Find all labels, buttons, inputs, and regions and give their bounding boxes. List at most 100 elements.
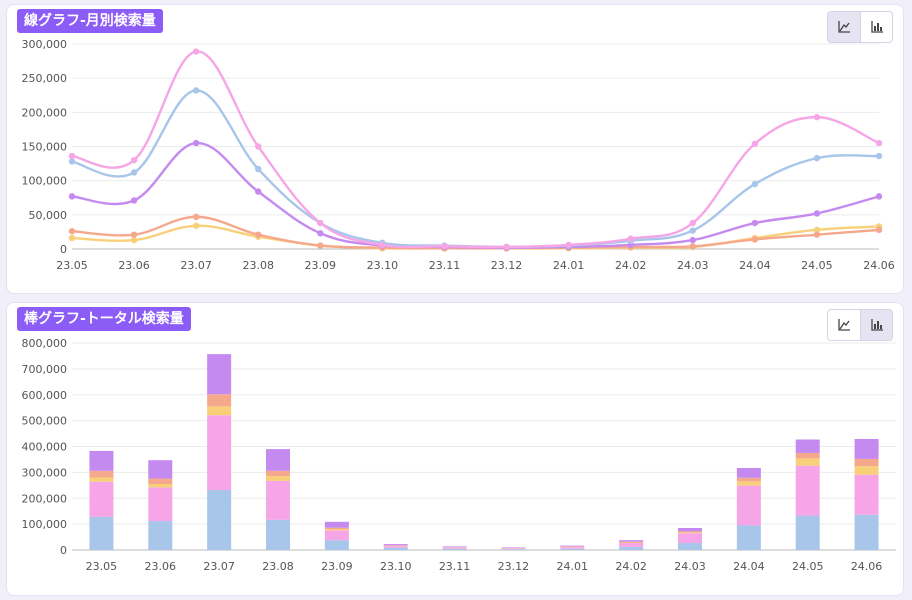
bar-segment[interactable] [795,458,820,466]
bar-segment[interactable] [324,540,349,550]
bar-segment[interactable] [89,516,114,550]
bar-segment[interactable] [324,529,349,531]
data-point[interactable] [317,242,324,249]
data-point[interactable] [751,180,759,188]
data-point[interactable] [503,243,510,251]
bar-segment[interactable] [560,545,585,547]
data-point[interactable] [813,226,821,234]
bar-segment[interactable] [854,438,879,459]
bar-segment[interactable] [207,394,232,407]
data-point[interactable] [689,219,696,227]
bar-segment[interactable] [148,460,173,479]
bar-segment[interactable] [736,481,761,486]
bar-segment[interactable] [795,465,820,516]
bar-segment[interactable] [619,541,644,543]
bar-segment[interactable] [89,477,114,482]
data-point[interactable] [130,156,138,164]
bar-segment[interactable] [266,480,290,520]
bar-segment[interactable] [560,548,585,550]
bar-segment[interactable] [383,546,408,548]
data-point[interactable] [192,213,200,221]
bar-segment[interactable] [266,449,290,471]
data-point[interactable] [130,169,138,176]
line-toggle-button[interactable] [828,310,860,340]
bar-segment[interactable] [736,525,761,550]
bar-segment[interactable] [560,546,585,547]
bar-segment[interactable] [442,547,467,549]
data-point[interactable] [255,231,262,238]
bar-segment[interactable] [89,450,114,471]
bar-segment[interactable] [207,354,232,395]
data-point[interactable] [751,219,759,227]
data-point[interactable] [192,87,200,94]
data-point[interactable] [565,241,572,249]
bar-segment[interactable] [266,519,290,550]
data-point[interactable] [875,226,883,234]
bar-segment[interactable] [854,458,879,467]
data-point[interactable] [317,230,324,237]
bar-segment[interactable] [148,487,173,522]
bar-toggle-button[interactable] [860,12,892,42]
data-point[interactable] [751,140,759,147]
bar-segment[interactable] [619,542,644,544]
bar-segment[interactable] [501,549,526,550]
data-point[interactable] [813,210,821,217]
bar-segment[interactable] [89,481,114,517]
bar-segment[interactable] [207,406,232,416]
bar-segment[interactable] [324,527,349,530]
data-point[interactable] [627,235,634,242]
line-toggle-button[interactable] [828,12,860,42]
data-point[interactable] [130,236,138,244]
bar-segment[interactable] [678,543,702,550]
bar-segment[interactable] [736,467,761,478]
bar-segment[interactable] [266,470,290,477]
bar-segment[interactable] [383,547,408,550]
data-point[interactable] [689,243,696,250]
bar-segment[interactable] [854,514,879,550]
bar-segment[interactable] [619,543,644,547]
bar-segment[interactable] [501,548,526,550]
bar-segment[interactable] [383,545,408,546]
bar-segment[interactable] [736,477,761,482]
data-point[interactable] [875,152,883,160]
bar-segment[interactable] [678,531,702,533]
bar-segment[interactable] [89,470,114,478]
data-point[interactable] [689,227,696,234]
data-point[interactable] [130,197,138,204]
bar-segment[interactable] [266,476,290,481]
data-point[interactable] [68,158,76,165]
data-point[interactable] [317,219,324,227]
bar-segment[interactable] [736,485,761,526]
data-point[interactable] [68,152,76,160]
bar-segment[interactable] [678,532,702,534]
data-point[interactable] [255,143,262,150]
bar-segment[interactable] [148,478,173,485]
bar-segment[interactable] [324,521,349,528]
bar-toggle-button[interactable] [860,310,892,340]
data-point[interactable] [875,139,883,147]
bar-segment[interactable] [854,474,879,515]
data-point[interactable] [441,243,448,250]
data-point[interactable] [813,231,821,238]
bar-segment[interactable] [207,415,232,490]
data-point[interactable] [379,241,386,249]
data-point[interactable] [68,228,76,235]
data-point[interactable] [68,193,76,200]
bar-segment[interactable] [207,489,232,550]
bar-segment[interactable] [795,515,820,550]
data-point[interactable] [68,234,76,242]
data-point[interactable] [255,165,262,173]
bar-segment[interactable] [619,540,644,542]
bar-segment[interactable] [854,466,879,475]
data-point[interactable] [689,236,696,244]
bar-segment[interactable] [501,547,526,548]
bar-segment[interactable] [442,548,467,550]
bar-segment[interactable] [148,484,173,488]
data-point[interactable] [875,193,883,200]
data-point[interactable] [130,231,138,238]
bar-segment[interactable] [148,521,173,550]
bar-segment[interactable] [324,530,349,541]
data-point[interactable] [192,139,200,147]
data-point[interactable] [813,113,821,121]
bar-segment[interactable] [678,528,702,532]
